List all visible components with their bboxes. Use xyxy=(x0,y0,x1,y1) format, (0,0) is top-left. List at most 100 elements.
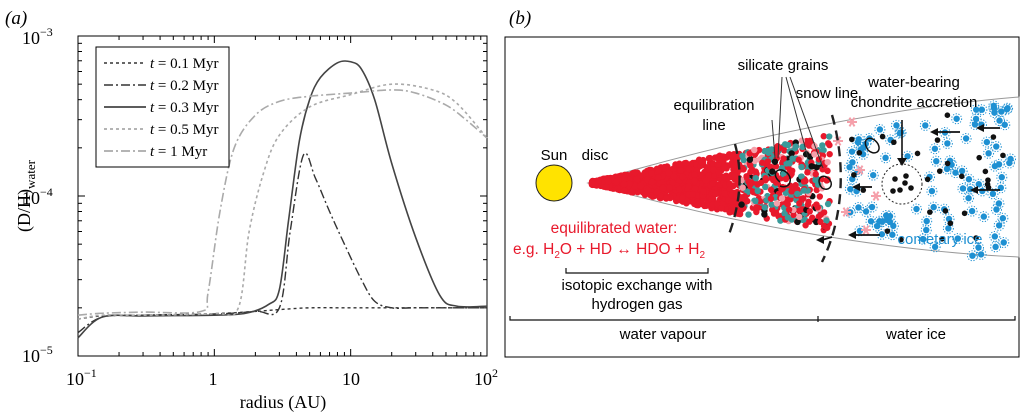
legend-label-0: t = 0.1 Myr xyxy=(150,56,218,72)
mixed-particle xyxy=(792,143,799,150)
silicate-grain xyxy=(990,134,997,140)
ice-grain-icon xyxy=(887,220,899,232)
ice-grain-icon xyxy=(857,142,869,154)
silicate-grain xyxy=(939,235,945,242)
mixed-particle xyxy=(800,178,808,185)
ice-grain-icon xyxy=(996,171,1008,183)
xtick-label-0.1: 10−1 xyxy=(66,366,97,389)
pink-ice-icon xyxy=(871,191,881,201)
mixed-particle xyxy=(826,133,833,140)
mixed-particle xyxy=(819,166,826,173)
chondrite-grain xyxy=(892,176,898,182)
mixed-particle xyxy=(764,158,772,165)
ice-grain-icon xyxy=(852,201,864,213)
ice-grain-icon xyxy=(989,230,1001,242)
vapour-particle xyxy=(683,197,691,205)
vapour-particle xyxy=(676,160,683,168)
mixed-particle xyxy=(738,195,745,203)
silicate-grain xyxy=(856,150,863,156)
vapour-particle xyxy=(653,188,661,196)
mixed-particle xyxy=(798,173,805,180)
mixed-particle xyxy=(813,186,820,194)
vapour-particle xyxy=(709,180,716,187)
mixed-particle xyxy=(746,156,754,163)
mixed-particle xyxy=(768,146,775,153)
series-line-1 xyxy=(77,152,487,334)
chondrite-grain xyxy=(897,187,903,193)
mixed-particle xyxy=(796,213,803,221)
ice-grain-icon xyxy=(952,233,964,245)
chondrite-grain xyxy=(903,173,909,179)
xtick-label-10: 10 xyxy=(342,369,360,389)
mixed-particle xyxy=(826,150,833,158)
ytick-label-1e-4: 10−4 xyxy=(22,185,53,208)
mixed-particle xyxy=(823,217,830,224)
mixed-particle xyxy=(759,159,766,166)
vapour-particle xyxy=(588,180,596,187)
ice-grain-icon xyxy=(976,104,988,116)
pink-ice-icon xyxy=(861,225,871,235)
silicate-grain xyxy=(884,228,891,234)
ice-grain-icon xyxy=(973,178,985,190)
ice-grain-icon xyxy=(963,192,975,204)
mixed-particle xyxy=(743,173,750,180)
silicate-grain xyxy=(914,150,921,157)
equilibrated-water-label: equilibrated water: xyxy=(551,220,678,237)
mixed-particle xyxy=(820,133,827,140)
silicate-grain xyxy=(973,235,979,241)
mixed-particle xyxy=(739,164,746,172)
snow-line xyxy=(820,114,842,263)
vapour-particle xyxy=(731,172,739,180)
mixed-particle xyxy=(820,146,827,154)
mixed-particle xyxy=(739,152,746,160)
ice-grain-icon xyxy=(1002,102,1014,114)
vapour-particle xyxy=(679,173,686,181)
mixed-particle xyxy=(739,184,746,191)
vapour-particle xyxy=(721,190,728,197)
mixed-particle xyxy=(824,167,831,175)
ice-grain-icon xyxy=(890,119,902,131)
silicate-grain xyxy=(927,209,933,215)
mixed-particle xyxy=(768,201,775,208)
mixed-particle xyxy=(812,176,819,184)
mixed-particle xyxy=(795,156,802,163)
vapour-particle xyxy=(714,160,722,168)
chondrite-grain xyxy=(890,188,896,194)
vapour-particle xyxy=(626,180,633,188)
mixed-particle xyxy=(772,209,780,217)
cometary-ice-label: cometary ice xyxy=(897,231,982,248)
vapour-particle xyxy=(596,177,603,184)
mixed-particle xyxy=(753,204,760,211)
vapour-particle xyxy=(631,169,639,176)
ice-grain-icon xyxy=(871,220,883,232)
vapour-particle xyxy=(715,169,723,176)
isotopic-label-1: isotopic exchange with xyxy=(562,277,713,294)
mixed-particle xyxy=(824,200,832,208)
chondrite-label-1: water-bearing xyxy=(867,74,960,91)
silicate-grain xyxy=(947,220,954,227)
ice-grain-icon xyxy=(844,183,856,195)
vapour-particle xyxy=(698,159,706,167)
mixed-particle xyxy=(789,155,796,162)
mixed-particle xyxy=(761,204,768,211)
series-line-3 xyxy=(77,83,488,320)
vapour-particle xyxy=(691,185,699,192)
ice-grain-icon xyxy=(983,147,995,159)
vapour-particle xyxy=(728,191,735,199)
silicate-grain xyxy=(934,137,941,143)
ice-grain-icon xyxy=(880,152,892,164)
mixed-particle xyxy=(804,169,811,176)
pink-ice-icon xyxy=(847,117,857,127)
ice-grain-icon xyxy=(975,248,987,260)
mixed-particle xyxy=(744,197,751,205)
plot-curves xyxy=(77,60,488,339)
vapour-particle xyxy=(709,166,717,174)
ice-grain-icon xyxy=(972,241,984,253)
equilibration-line-label-2: line xyxy=(702,117,725,134)
legend: t = 0.1 Myr t = 0.2 Myr t = 0.3 Myr t = 0.5… xyxy=(95,46,230,168)
ice-grain-icon xyxy=(874,123,886,135)
silicate-grain xyxy=(849,136,855,143)
water-ice-label: water ice xyxy=(885,326,946,343)
